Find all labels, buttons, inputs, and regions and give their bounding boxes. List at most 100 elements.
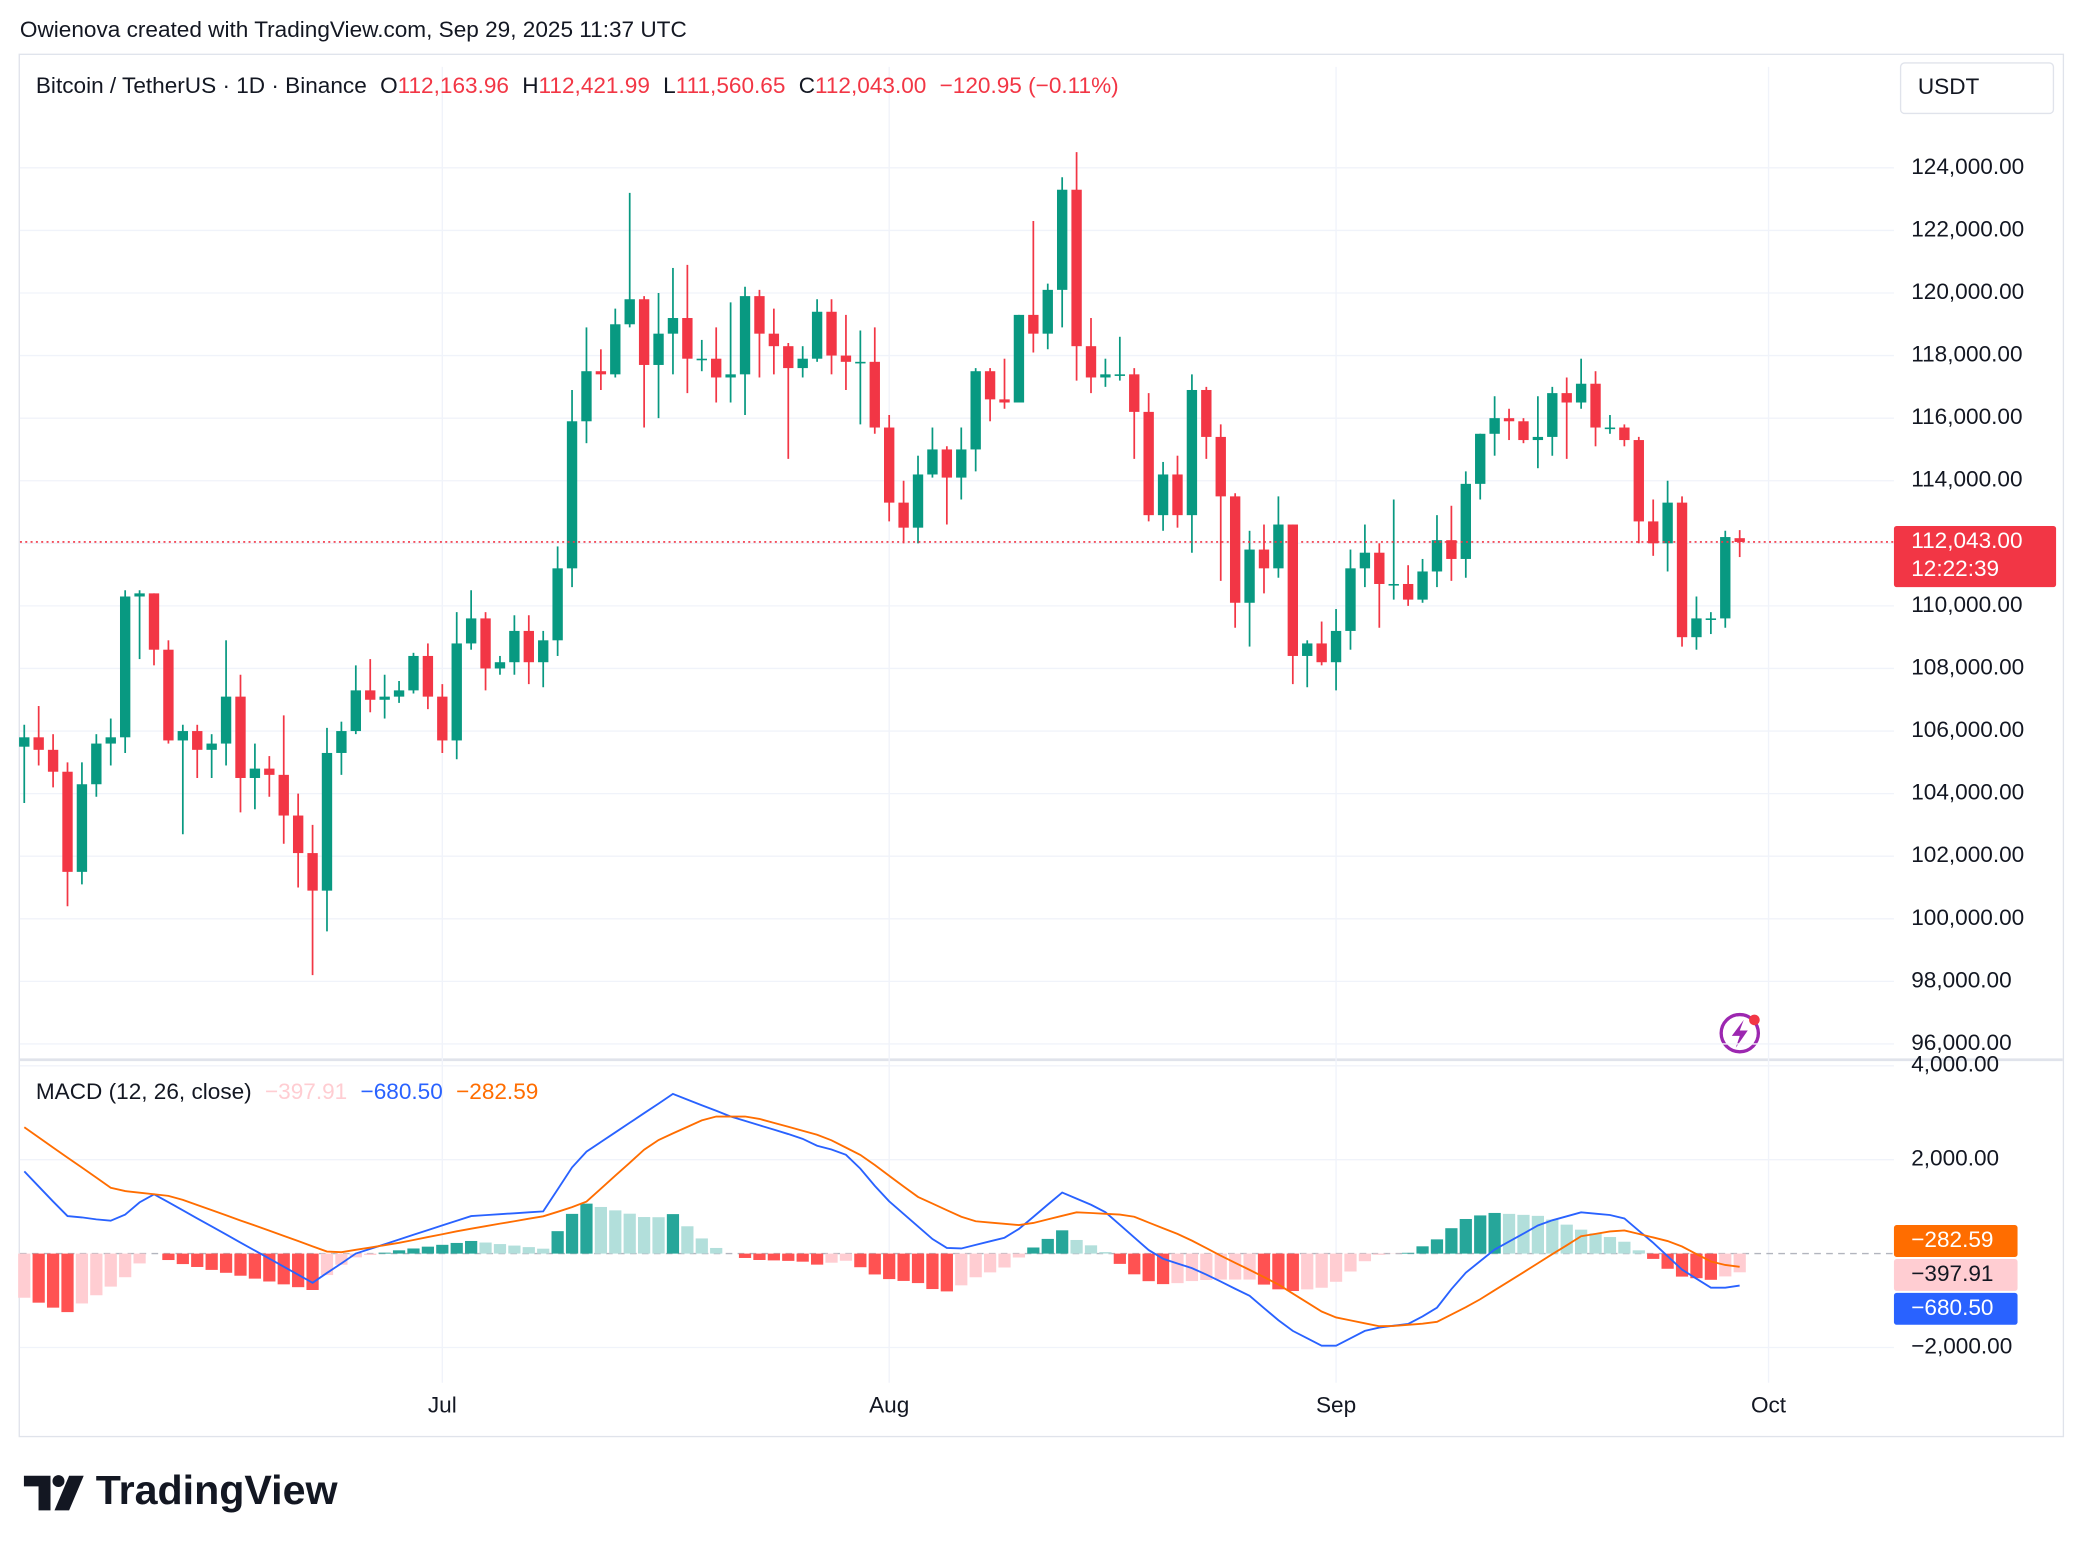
y-tick-label: 98,000.00: [1911, 967, 2011, 992]
macd-histogram-bar: [810, 1253, 824, 1265]
y-tick-label: 100,000.00: [1911, 905, 2024, 930]
macd-histogram-bar: [1358, 1253, 1372, 1262]
macd-histogram-bar: [767, 1253, 780, 1261]
macd-histogram-bar: [349, 1253, 362, 1258]
alert-bolt: [1731, 1019, 1748, 1048]
candle-body: [984, 371, 996, 400]
macd-legend-macd: −680.50: [361, 1079, 443, 1104]
candle-body: [105, 737, 116, 744]
macd-histogram-bar: [219, 1253, 233, 1273]
candle-body: [1705, 618, 1717, 621]
macd-histogram-bar: [104, 1253, 117, 1287]
candle-body: [336, 731, 347, 753]
macd-histogram-bar: [926, 1253, 939, 1290]
macd-histogram-bar: [537, 1248, 550, 1254]
macd-histogram-bar: [493, 1244, 507, 1254]
candle-body: [119, 596, 131, 738]
candle-body: [1460, 483, 1471, 559]
macd-histogram-bar: [1056, 1230, 1069, 1254]
candle-body: [1446, 540, 1457, 559]
candle-body: [480, 618, 491, 669]
y-tick-label: 96,000.00: [1911, 1030, 2011, 1055]
macd-histogram-bar: [306, 1253, 319, 1290]
macd-histogram-bar: [623, 1213, 636, 1254]
macd-histogram-bar: [1445, 1228, 1458, 1254]
candle-body: [408, 655, 419, 691]
candle-body: [76, 784, 88, 872]
macd-histogram-bar: [1142, 1253, 1155, 1282]
candle-body: [19, 737, 30, 747]
macd-title: MACD (12, 26, close): [36, 1079, 252, 1104]
alert-icon[interactable]: [1719, 1012, 1761, 1054]
candle-body: [1143, 411, 1154, 516]
candle-body: [1273, 524, 1284, 569]
currency: USDT: [1918, 74, 1980, 99]
candle-body: [1676, 502, 1688, 638]
candle-body: [379, 696, 390, 700]
macd-histogram-bar: [868, 1253, 881, 1275]
macd-histogram-bar: [983, 1253, 997, 1273]
candle-body: [1734, 538, 1745, 542]
candle-body: [1475, 433, 1486, 484]
macd-histogram-bar: [1589, 1233, 1602, 1254]
macd-histogram-bar: [1416, 1246, 1429, 1254]
candle-body: [667, 318, 679, 334]
macd-histogram-bar: [508, 1245, 521, 1254]
y-tick-label: 116,000.00: [1911, 404, 2022, 429]
macd-histogram-bar: [580, 1203, 593, 1254]
candle-body: [393, 690, 405, 697]
ohlc-key: C: [799, 73, 815, 98]
candle-body: [1114, 374, 1126, 376]
macd-histogram-bar: [191, 1253, 204, 1267]
candle-body: [595, 371, 607, 375]
candle-body: [1388, 583, 1399, 586]
last-price-box: [1893, 526, 2057, 588]
candle-body: [1359, 552, 1371, 569]
macd-histogram-bar: [176, 1253, 189, 1265]
candle-body: [422, 655, 434, 697]
candle-body: [220, 696, 232, 744]
logo-dot: [52, 1475, 65, 1488]
macd-histogram-bar: [1229, 1253, 1242, 1280]
macd-histogram-bar: [1430, 1239, 1444, 1254]
macd-histogram-bar: [652, 1217, 665, 1254]
candle-body: [840, 355, 852, 362]
macd-histogram-bar: [1546, 1219, 1559, 1254]
y-tick-label: 120,000.00: [1911, 279, 2024, 304]
candle-body: [696, 358, 707, 361]
macd-histogram-bar: [450, 1242, 463, 1254]
candle-body: [1071, 189, 1082, 347]
macd-histogram-bar: [234, 1253, 247, 1276]
candle-body: [797, 358, 808, 369]
macd-histogram-bar: [1171, 1253, 1184, 1284]
candle-body: [898, 502, 909, 528]
brand-logo: [23, 1475, 84, 1511]
macd-histogram-bar: [1690, 1253, 1703, 1279]
candle-body: [1100, 374, 1111, 378]
candle-body: [638, 299, 650, 365]
macd-histogram-bar: [1603, 1237, 1617, 1254]
y-tick-label: 108,000.00: [1911, 654, 2024, 679]
candle-body: [62, 771, 73, 872]
candle-body: [278, 774, 289, 816]
candle-body: [610, 324, 621, 375]
macd-histogram-bar: [1027, 1247, 1040, 1254]
candle-body: [682, 318, 693, 359]
candle-body: [739, 296, 751, 375]
macd-tick-label: 2,000.00: [1911, 1146, 1999, 1171]
macd-histogram-bar: [378, 1252, 391, 1254]
macd-histogram-bar: [1575, 1229, 1588, 1254]
candle-body: [1518, 421, 1529, 441]
candle-body: [1374, 552, 1385, 584]
candle-body: [1129, 374, 1140, 412]
macd-histogram-bar: [897, 1253, 910, 1281]
currency-box[interactable]: [1899, 62, 2055, 115]
logo-v: [54, 1475, 84, 1511]
candle-body: [1345, 568, 1356, 631]
macd-histogram-bar: [1243, 1253, 1256, 1280]
macd-histogram-bar: [320, 1253, 334, 1276]
macd-histogram-bar: [1344, 1253, 1357, 1272]
macd-histogram-bar: [61, 1253, 74, 1313]
candle-body: [1330, 630, 1342, 663]
